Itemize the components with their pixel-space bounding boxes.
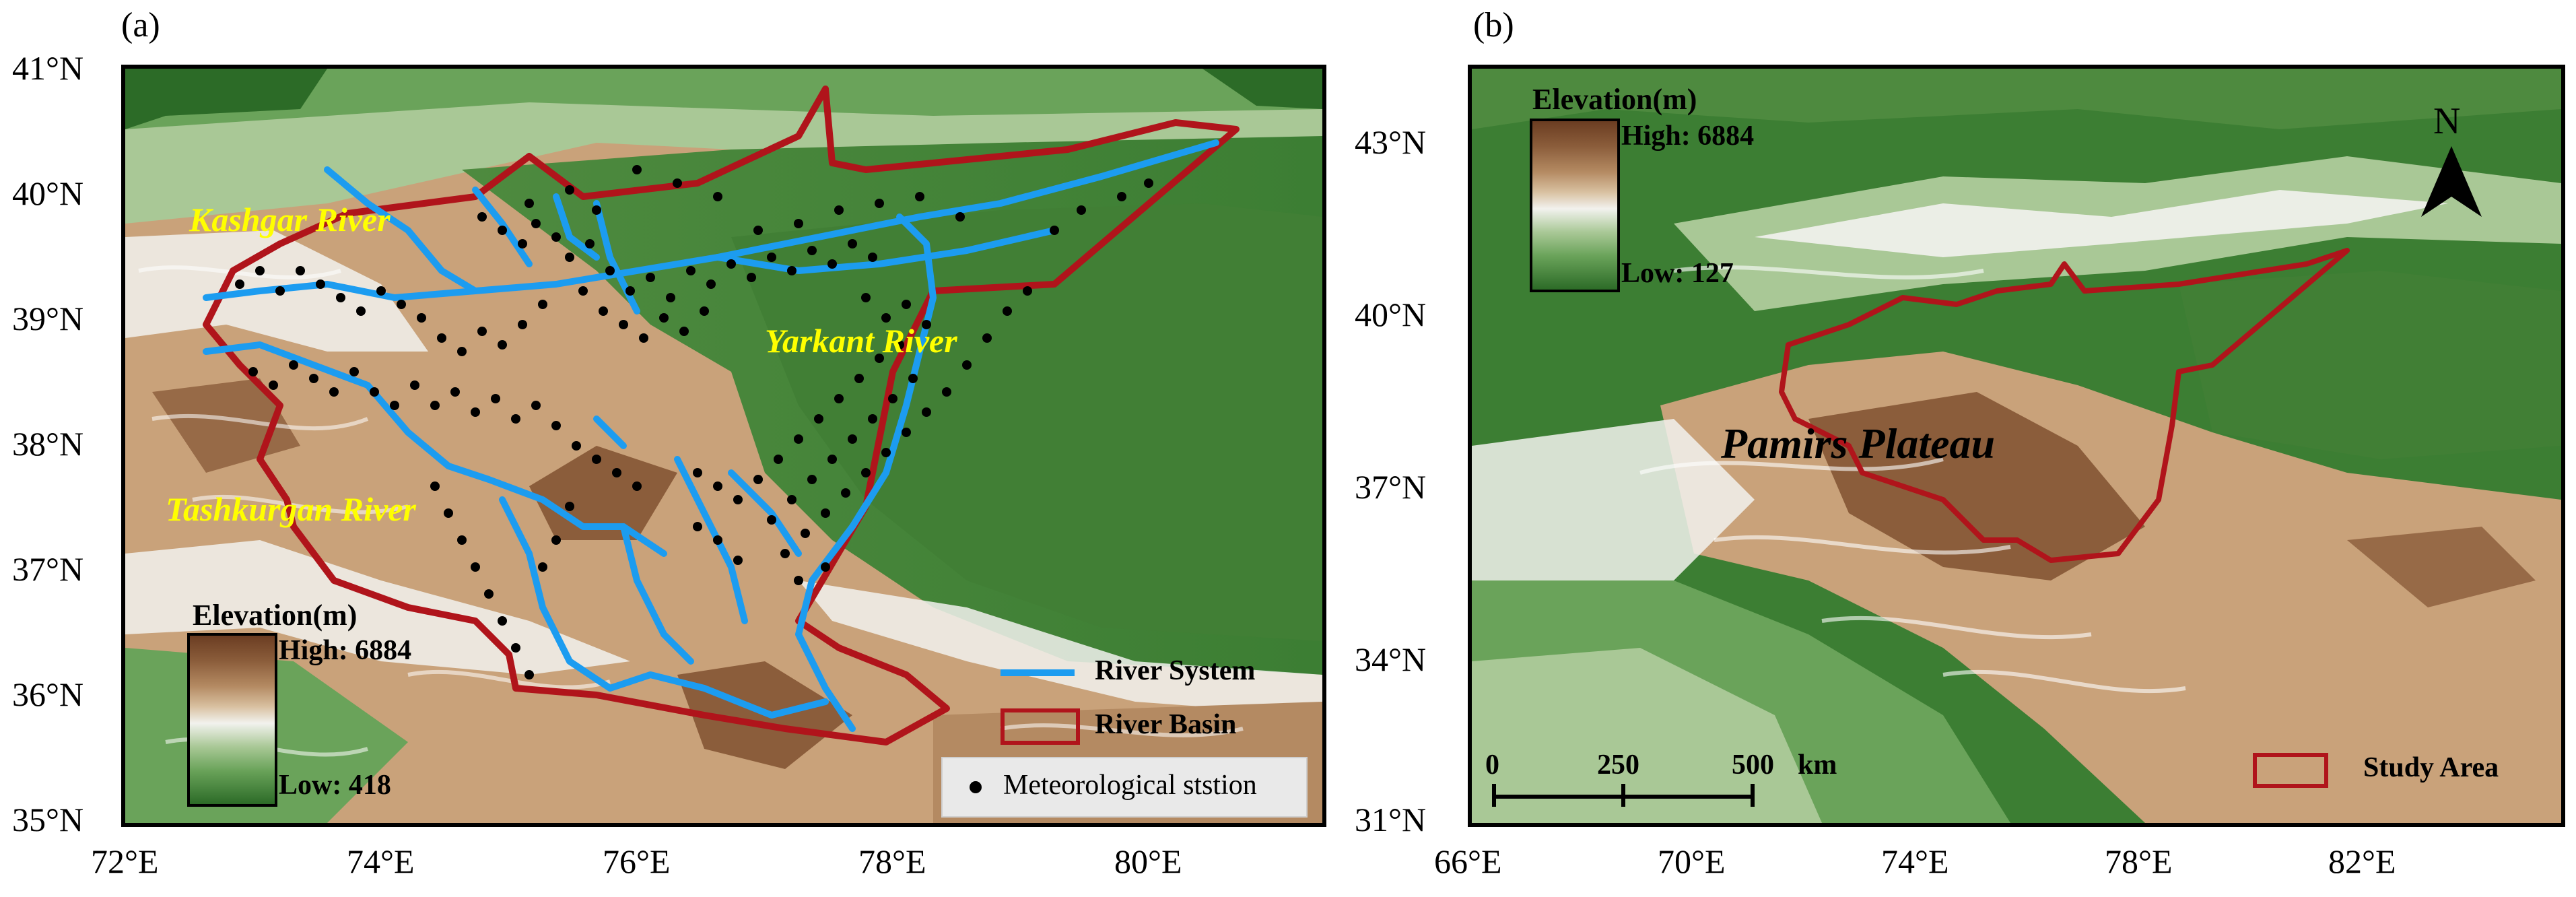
river-system-key-label: River System [1095, 655, 1256, 686]
lon-tick-label: 80°E [1114, 842, 1182, 880]
river-basin-swatch [1001, 708, 1080, 745]
study-area-key-label: Study Area [2363, 752, 2499, 783]
lon-tick-label: 72°E [91, 842, 159, 880]
station-markers [235, 165, 1153, 679]
river-system-swatch [1001, 669, 1075, 676]
scale-tick [1492, 784, 1496, 807]
panel-b-map: Pamirs Plateau Elevation(m) High: 6884 L… [1468, 65, 2565, 827]
lon-tick-label: 78°E [858, 842, 926, 880]
lat-tick-label: 40°N [1355, 296, 1427, 333]
study-area-swatch [2253, 753, 2328, 788]
scale-unit: km [1798, 750, 1837, 780]
elevation-color-ramp [187, 633, 277, 807]
study-area-outline [1779, 248, 2350, 563]
lat-tick-label: 39°N [12, 300, 84, 337]
kashgar-river-label: Kashgar River [189, 201, 391, 238]
lon-tick-label: 74°E [1881, 842, 1949, 880]
scale-tick [1621, 784, 1625, 807]
lat-tick-label: 34°N [1355, 640, 1427, 678]
scale-label-0: 0 [1485, 750, 1499, 780]
legend-title: Elevation(m) [193, 599, 358, 632]
river-basin-key-label: River Basin [1095, 709, 1237, 740]
yarkant-river-label: Yarkant River [765, 322, 957, 360]
river-basin-outline [203, 86, 1240, 745]
scale-label-250: 250 [1597, 750, 1639, 780]
station-key-label: Meteorological ststion [1003, 770, 1257, 801]
lat-tick-label: 43°N [1355, 123, 1427, 161]
lat-tick-label: 37°N [12, 550, 84, 588]
lat-tick-label: 38°N [12, 425, 84, 463]
station-key-box [941, 757, 1308, 818]
legend-high: High: 6884 [1621, 121, 1755, 152]
station-symbol [970, 781, 982, 793]
lon-tick-label: 70°E [1658, 842, 1726, 880]
legend-title: Elevation(m) [1532, 83, 1697, 116]
tashkurgan-river-label: Tashkurgan River [166, 490, 416, 528]
panel-b-letter: (b) [1473, 6, 1514, 44]
lat-tick-label: 40°N [12, 174, 84, 212]
scale-label-500: 500 [1732, 750, 1774, 780]
lat-tick-label: 41°N [12, 49, 84, 87]
pamirs-plateau-label: Pamirs Plateau [1721, 420, 1996, 467]
north-arrow-icon [2421, 146, 2482, 217]
legend-low: Low: 127 [1621, 258, 1734, 289]
legend-low: Low: 418 [279, 770, 391, 801]
north-label: N [2433, 100, 2461, 142]
panel-a-letter: (a) [121, 6, 160, 44]
lat-tick-label: 31°N [1355, 801, 1427, 838]
lon-tick-label: 76°E [603, 842, 671, 880]
lon-tick-label: 66°E [1434, 842, 1502, 880]
lon-tick-label: 78°E [2105, 842, 2173, 880]
lon-tick-label: 74°E [347, 842, 415, 880]
panel-a-map: Kashgar River Yarkant River Tashkurgan R… [121, 65, 1326, 827]
scale-tick [1751, 784, 1755, 807]
lat-tick-label: 36°N [12, 675, 84, 713]
lon-tick-label: 82°E [2328, 842, 2396, 880]
legend-high: High: 6884 [279, 635, 412, 666]
lat-tick-label: 35°N [12, 801, 84, 838]
elevation-color-ramp [1530, 119, 1620, 292]
river-system [203, 139, 1219, 732]
lat-tick-label: 37°N [1355, 468, 1427, 506]
panel-b-terrain [1472, 69, 2561, 823]
